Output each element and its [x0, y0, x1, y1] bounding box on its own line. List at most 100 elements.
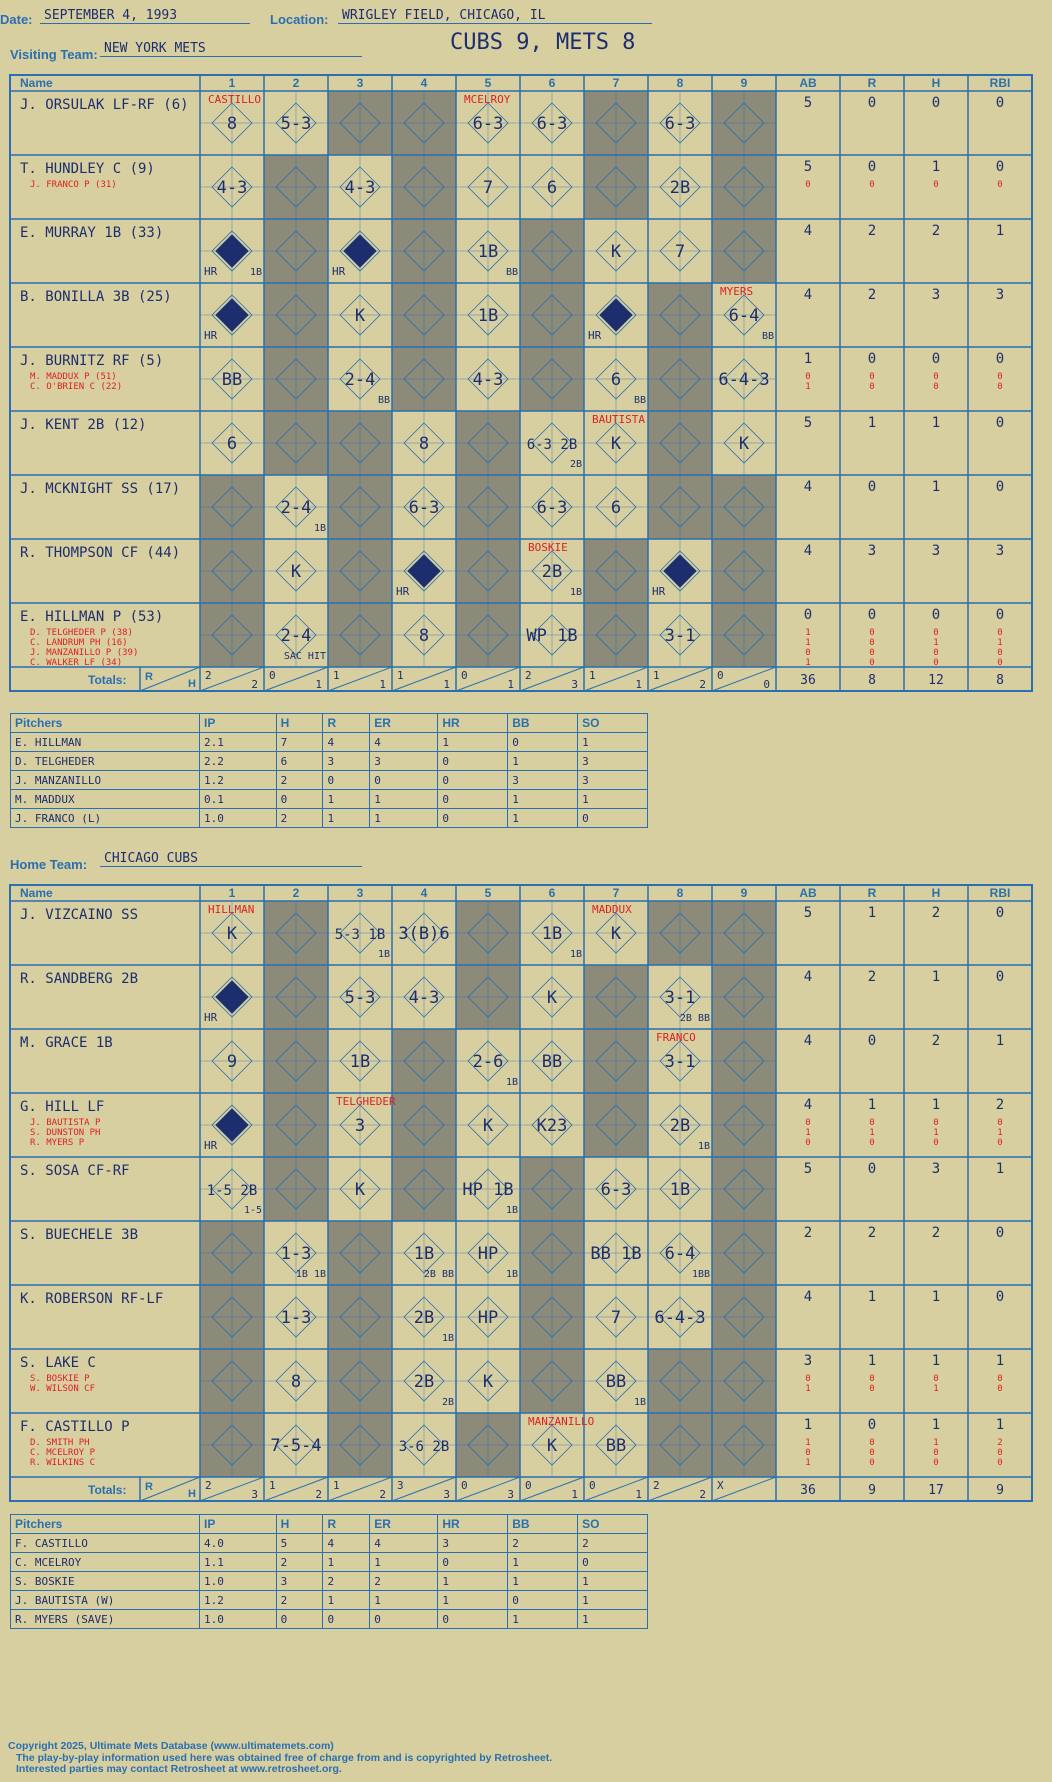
- visitor-pitchers-header: Pitchers IP H R ER HR BB SO: [10, 713, 648, 733]
- visitor-pitcher-row: E. HILLMAN 2.1 7 4 4 1 0 1: [10, 732, 648, 752]
- visitor-pitcher-change-note: MCELROY: [464, 93, 511, 106]
- visitor-batter-stat: 3: [932, 543, 940, 559]
- home-inning-hits: 3: [507, 1488, 514, 1501]
- visitor-pitcher-cell: 1.0: [199, 808, 277, 828]
- visitor-play-text: 6-4: [729, 306, 760, 326]
- home-inning-runs: 1: [333, 1479, 340, 1492]
- home-play-text: BB: [606, 1372, 626, 1392]
- visitor-total-stat: 36: [800, 673, 816, 688]
- home-batter-name: G. HILL LF: [20, 1099, 104, 1115]
- visitor-inning-hits: 1: [635, 678, 642, 691]
- home-batter-stat: 2: [868, 969, 876, 985]
- home-sub-name: D. SMITH PH: [30, 1438, 90, 1448]
- visitor-pitcher-change-note: BAUTISTA: [592, 413, 645, 426]
- home-batter-stat: 1: [996, 1033, 1004, 1049]
- visitor-play-text: HR: [396, 585, 410, 598]
- home-sub-name: S. BOSKIE P: [30, 1374, 90, 1384]
- score-title: CUBS 9, METS 8: [450, 30, 636, 55]
- home-pitchers-header: Pitchers IP H R ER HR BB SO: [10, 1514, 648, 1534]
- home-pitcher-cell: 1: [577, 1609, 648, 1629]
- home-inning-runs: X: [717, 1479, 724, 1492]
- visitor-batter-stat: 1: [932, 415, 940, 431]
- visitor-inning-header: 7: [613, 76, 620, 90]
- visitor-batter-stat: 1: [868, 415, 876, 431]
- visitor-inning-header: 4: [421, 76, 428, 90]
- visitor-pitcher-cell: 6: [275, 751, 324, 771]
- home-play-text: 1-3: [281, 1308, 312, 1328]
- home-batter-stat: 1: [996, 1161, 1004, 1177]
- visitor-batter-stat: 3: [932, 287, 940, 303]
- home-batter-name: K. ROBERSON RF-LF: [20, 1291, 163, 1307]
- visitor-play-text: 6-3: [409, 498, 440, 518]
- visitor-batter-stat: 0: [869, 372, 874, 382]
- visitor-pitcher-cell: 3: [507, 770, 579, 790]
- visitor-pitcher-cell: J. MANZANILLO: [10, 770, 200, 790]
- visitor-play-text: K: [611, 434, 622, 454]
- home-batter-stat: 1: [804, 1417, 812, 1433]
- visitor-batter-stat: 0: [869, 382, 874, 392]
- date-label: Date:: [0, 12, 33, 27]
- visitor-stat-header: H: [932, 76, 941, 90]
- visitor-play-text: K: [739, 434, 750, 454]
- visitor-pitcher-cell: 1: [577, 732, 648, 752]
- visitor-play-text: HR: [652, 585, 666, 598]
- visitor-batter-stat: 0: [868, 607, 876, 623]
- home-play-text: 7-5-4: [270, 1436, 321, 1456]
- home-batter-stat: 0: [996, 1289, 1004, 1305]
- game-location: WRIGLEY FIELD, CHICAGO, IL: [338, 8, 652, 24]
- home-play-note: 2B BB: [424, 1269, 454, 1280]
- visitor-pitcher-cell: 1: [507, 808, 579, 828]
- home-inning-hits: 3: [443, 1488, 450, 1501]
- visitor-play-note: 1B: [250, 267, 262, 278]
- home-pitcher-cell: 0: [369, 1609, 439, 1629]
- visitor-pitcher-row: J. FRANCO (L) 1.0 2 1 1 0 1 0: [10, 808, 648, 828]
- home-pitcher-cell: 2: [507, 1533, 579, 1553]
- home-totals-divider: [583, 1476, 649, 1502]
- visitor-play-text: 8: [419, 434, 429, 454]
- home-totals-label: Totals:: [88, 1483, 126, 1497]
- home-totals-divider: [391, 1476, 457, 1502]
- visitor-play-text: 3-1: [665, 626, 696, 646]
- visitor-pitcher-cell: 2.1: [199, 732, 277, 752]
- home-play-text: K23: [537, 1116, 568, 1136]
- visitor-batter-stat: 0: [805, 180, 810, 190]
- home-batter-stat: 0: [997, 1458, 1002, 1468]
- home-play-text: K: [355, 1180, 366, 1200]
- home-sub-name: W. WILSON CF: [30, 1384, 95, 1394]
- game-date: SEPTEMBER 4, 1993: [40, 8, 250, 24]
- visitor-stat-header: RBI: [990, 76, 1011, 90]
- home-pitcher-change-note: MANZANILLO: [528, 1415, 594, 1428]
- home-pitcher-cell: 2: [275, 1552, 324, 1572]
- visitor-batter-stat: 0: [869, 638, 874, 648]
- home-inning-header: 3: [357, 886, 364, 900]
- visitor-play-text: 1B: [478, 242, 498, 262]
- visitor-pitcher-cell: 2.2: [199, 751, 277, 771]
- visitor-pitcher-cell: 3: [369, 751, 439, 771]
- visitor-inning-header: 9: [741, 76, 748, 90]
- visitor-inning-runs: 0: [717, 669, 724, 682]
- home-play-text: 5-3: [345, 988, 376, 1008]
- home-inning-runs: 0: [525, 1479, 532, 1492]
- visitor-pitcher-row: M. MADDUX 0.1 0 1 1 0 1 1: [10, 789, 648, 809]
- home-pitcher-cell: 2: [275, 1590, 324, 1610]
- visitor-batter-stat: 1: [996, 223, 1004, 239]
- home-batter-stat: 0: [996, 905, 1004, 921]
- visitor-play-text: 6-3: [665, 114, 696, 134]
- home-pitcher-cell: 3: [275, 1571, 324, 1591]
- visitor-pitcher-cell: 1: [507, 789, 579, 809]
- visitor-batter-stat: 4: [804, 479, 812, 495]
- home-play-note: 2B: [442, 1397, 454, 1408]
- home-batter-stat: 1: [868, 905, 876, 921]
- home-pitchers-col-header: R: [322, 1514, 371, 1534]
- home-inning-header: 5: [485, 886, 492, 900]
- home-pitcher-change-note: FRANCO: [656, 1031, 696, 1044]
- home-inning-runs: 0: [461, 1479, 468, 1492]
- visitor-play-note: BB: [506, 267, 518, 278]
- home-pitcher-cell: 1.0: [199, 1571, 277, 1591]
- visitor-batter-stat: 3: [996, 287, 1004, 303]
- home-team-name: CHICAGO CUBS: [100, 851, 362, 867]
- home-inning-header: 2: [293, 886, 300, 900]
- home-play-note: 1B: [698, 1141, 710, 1152]
- home-play-text: K: [611, 924, 622, 944]
- visitor-batter-stat: 2: [868, 223, 876, 239]
